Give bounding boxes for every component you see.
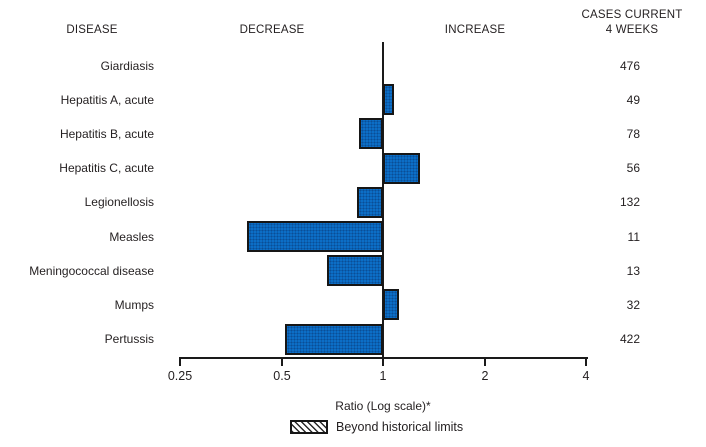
disease-label: Mumps — [114, 297, 154, 312]
cases-header-line2: 4 WEEKS — [605, 24, 659, 36]
column-header-cases-current-4-weeks: CASES CURRENT 4 WEEKS — [557, 8, 706, 38]
disease-label: Legionellosis — [84, 195, 154, 210]
ratio-bar — [359, 118, 383, 150]
axis-tick — [179, 357, 181, 366]
ratio-bar — [285, 323, 383, 355]
x-axis-label: Ratio (Log scale)* — [335, 399, 431, 413]
disease-label: Giardiasis — [100, 58, 154, 73]
cases-count: 422 — [619, 332, 640, 347]
axis-tick — [585, 357, 587, 366]
legend: Beyond historical limits — [290, 420, 463, 434]
axis-tick-label: 0.5 — [273, 369, 291, 383]
ratio-bar — [383, 152, 420, 184]
column-header-disease: DISEASE — [66, 24, 118, 36]
cases-header-line1: CASES CURRENT — [581, 9, 683, 21]
cases-count: 13 — [626, 263, 640, 278]
disease-label: Hepatitis A, acute — [60, 92, 154, 107]
cases-count: 56 — [626, 161, 640, 176]
disease-label: Pertussis — [104, 332, 154, 347]
disease-label: Hepatitis C, acute — [59, 161, 154, 176]
baseline-reference-line — [382, 42, 384, 359]
x-axis-line — [180, 357, 588, 359]
ratio-bar — [357, 186, 383, 218]
cases-count: 476 — [619, 58, 640, 73]
ratio-bar — [383, 289, 399, 321]
cases-count: 132 — [619, 195, 640, 210]
axis-tick — [382, 357, 384, 366]
disease-label: Meningococcal disease — [29, 263, 154, 278]
column-header-decrease: DECREASE — [239, 24, 305, 36]
axis-tick-label: 0.25 — [167, 369, 193, 383]
beyond-historical-limits-hatch-swatch — [290, 420, 328, 434]
cases-count: 11 — [627, 229, 640, 244]
ratio-bar — [383, 84, 394, 116]
cases-count: 78 — [626, 126, 640, 141]
axis-tick-label: 2 — [481, 369, 489, 383]
cases-count: 49 — [626, 92, 640, 107]
column-header-increase: INCREASE — [444, 24, 506, 36]
disease-label: Measles — [109, 229, 154, 244]
legend-label: Beyond historical limits — [336, 420, 464, 434]
disease-label: Hepatitis B, acute — [59, 126, 154, 141]
ratio-bar — [327, 255, 383, 287]
axis-tick-label: 4 — [582, 369, 590, 383]
cases-count: 32 — [626, 297, 640, 312]
ratio-bar — [247, 221, 383, 252]
axis-tick-label: 1 — [379, 369, 387, 383]
axis-tick — [484, 357, 486, 366]
axis-tick — [281, 357, 283, 366]
